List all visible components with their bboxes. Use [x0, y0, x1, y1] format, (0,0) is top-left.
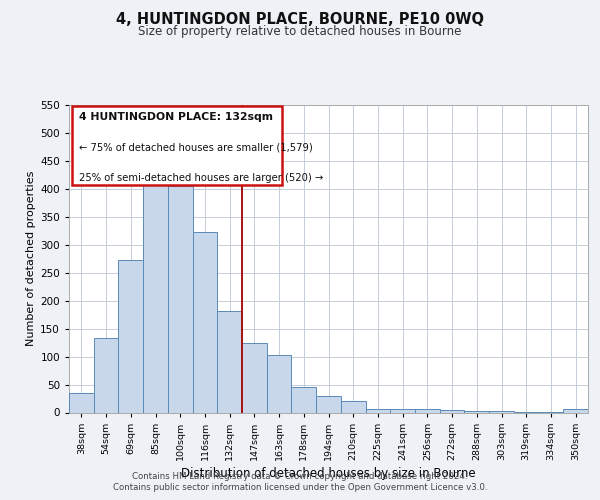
Bar — [316, 396, 341, 412]
Bar — [217, 310, 242, 412]
FancyBboxPatch shape — [71, 106, 282, 185]
Text: Contains public sector information licensed under the Open Government Licence v3: Contains public sector information licen… — [113, 483, 487, 492]
X-axis label: Distribution of detached houses by size in Bourne: Distribution of detached houses by size … — [181, 467, 476, 480]
Bar — [292, 388, 316, 412]
Y-axis label: Number of detached properties: Number of detached properties — [26, 171, 36, 346]
Text: 4 HUNTINGDON PLACE: 132sqm: 4 HUNTINGDON PLACE: 132sqm — [79, 112, 274, 122]
Bar — [415, 409, 440, 412]
Bar — [143, 170, 168, 412]
Text: 4, HUNTINGDON PLACE, BOURNE, PE10 0WQ: 4, HUNTINGDON PLACE, BOURNE, PE10 0WQ — [116, 12, 484, 28]
Bar — [69, 393, 94, 412]
Bar — [440, 410, 464, 412]
Bar — [94, 338, 118, 412]
Text: Contains HM Land Registry data © Crown copyright and database right 2024.: Contains HM Land Registry data © Crown c… — [132, 472, 468, 481]
Text: ← 75% of detached houses are smaller (1,579): ← 75% of detached houses are smaller (1,… — [79, 142, 313, 152]
Bar — [118, 260, 143, 412]
Bar — [365, 408, 390, 412]
Bar — [341, 402, 365, 412]
Bar — [563, 409, 588, 412]
Bar — [242, 343, 267, 412]
Text: 25% of semi-detached houses are larger (520) →: 25% of semi-detached houses are larger (… — [79, 174, 323, 184]
Bar — [390, 408, 415, 412]
Bar — [193, 232, 217, 412]
Text: Size of property relative to detached houses in Bourne: Size of property relative to detached ho… — [139, 25, 461, 38]
Bar — [267, 355, 292, 412]
Bar — [168, 186, 193, 412]
Bar — [464, 411, 489, 412]
